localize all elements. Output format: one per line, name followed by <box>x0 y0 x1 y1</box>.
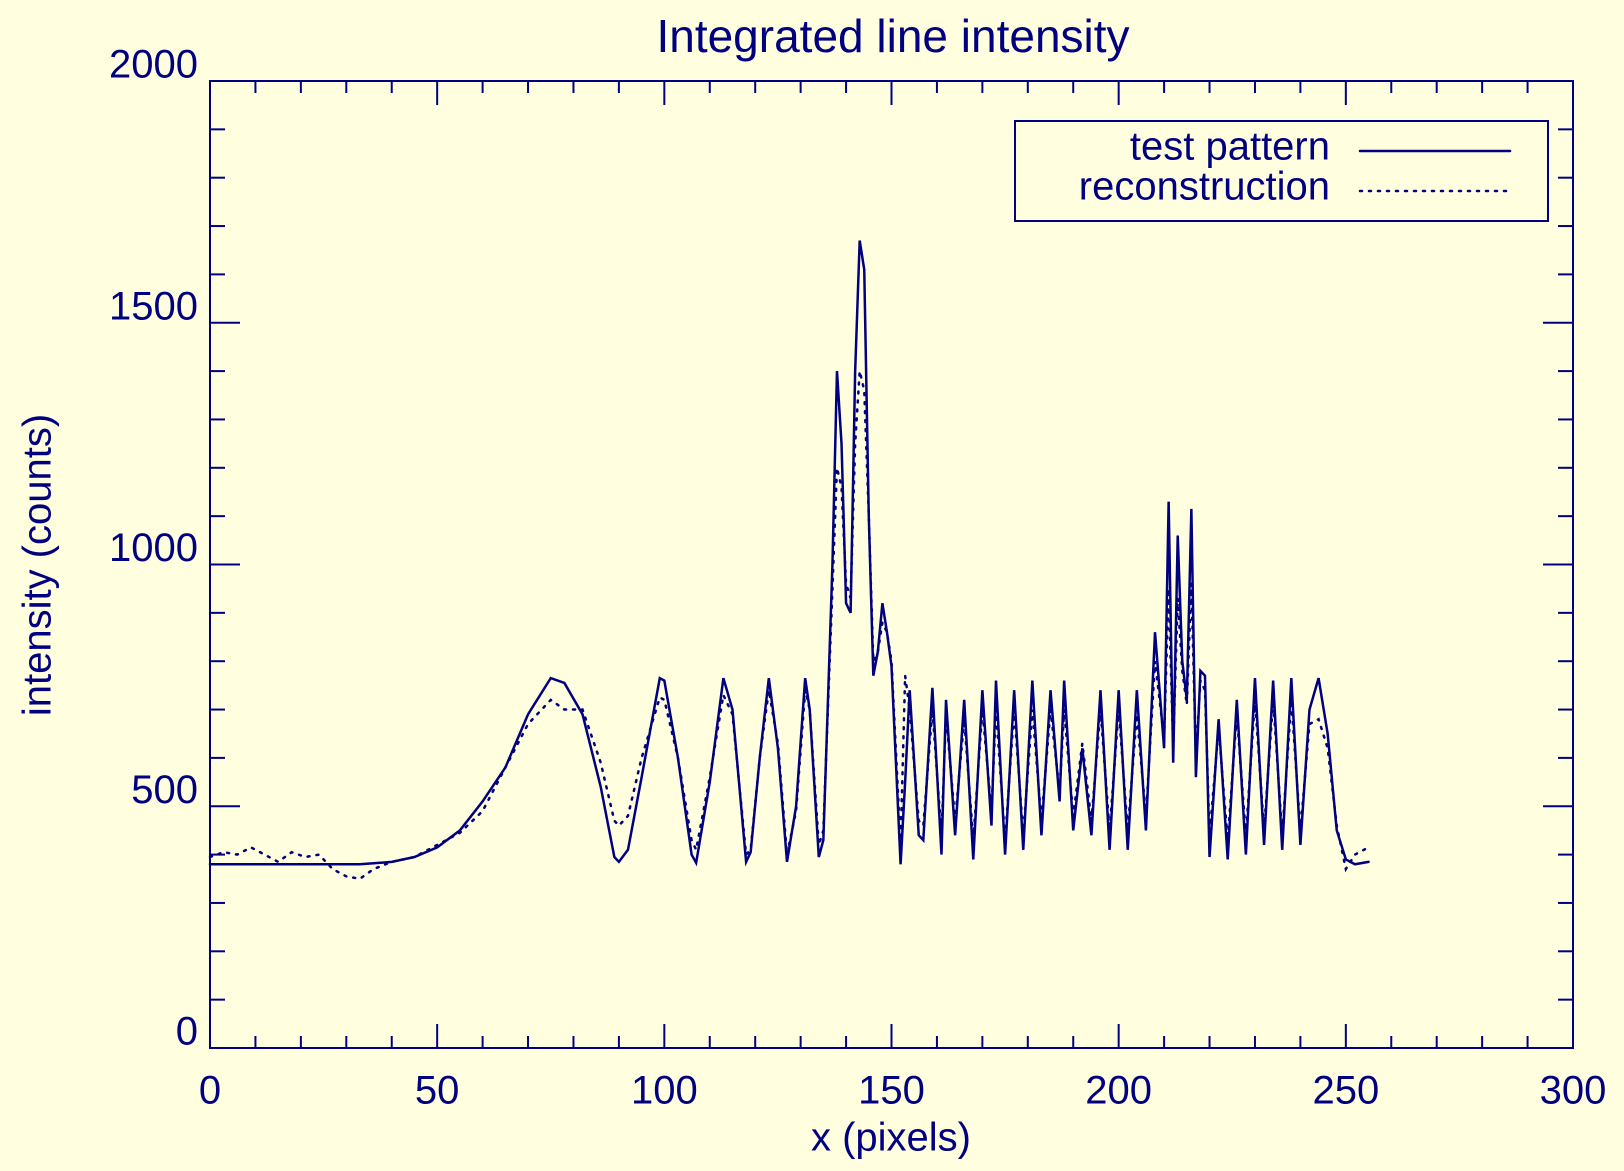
x-tick-label: 300 <box>1540 1069 1607 1113</box>
x-tick-label: 0 <box>199 1069 221 1113</box>
legend-label: reconstruction <box>1079 165 1330 209</box>
y-tick-label: 2000 <box>109 43 198 87</box>
y-tick-label: 1000 <box>109 526 198 570</box>
chart-title: Integrated line intensity <box>656 10 1129 62</box>
y-axis-label: intensity (counts) <box>16 414 60 716</box>
x-axis-label: x (pixels) <box>811 1116 971 1160</box>
y-tick-label: 500 <box>131 768 198 812</box>
x-tick-label: 50 <box>415 1069 460 1113</box>
y-tick-label: 1500 <box>109 284 198 328</box>
series-line <box>208 370 1370 881</box>
x-tick-label: 200 <box>1085 1069 1152 1113</box>
legend-label: test pattern <box>1130 125 1330 169</box>
x-tick-label: 250 <box>1312 1069 1379 1113</box>
x-tick-label: 100 <box>631 1069 698 1113</box>
legend-box <box>1014 120 1549 222</box>
x-tick-label: 150 <box>858 1069 925 1113</box>
y-tick-label: 0 <box>176 1010 198 1054</box>
